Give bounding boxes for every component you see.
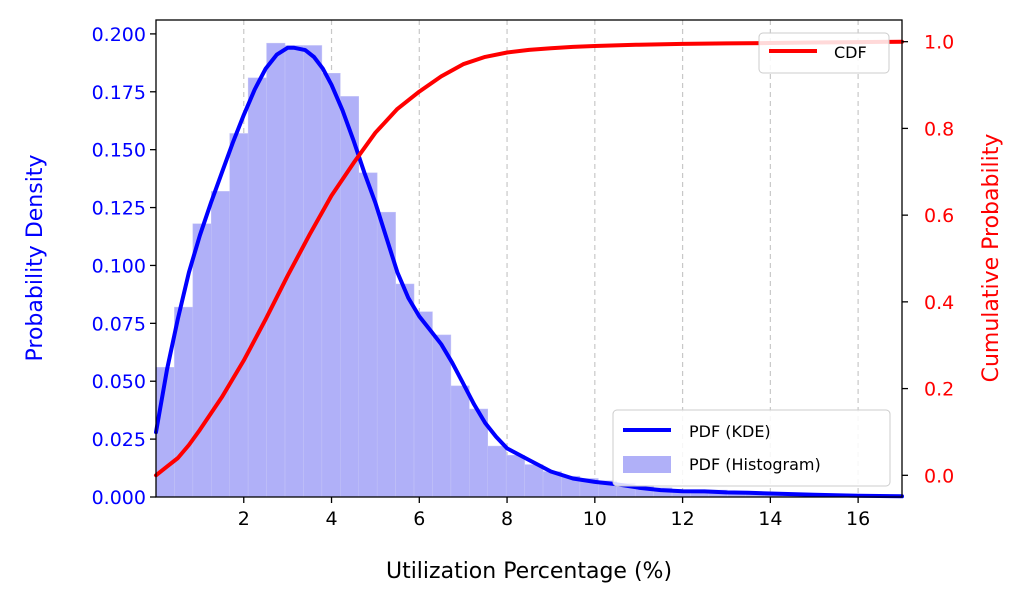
legend-pdf-kde-label: PDF (KDE) <box>689 422 771 441</box>
pdf-kde-line <box>154 45 904 499</box>
y-right-tick-label: 0.4 <box>924 292 954 314</box>
y-right-axis-title: Cumulative Probability <box>979 134 1004 383</box>
histogram-bar <box>303 45 323 498</box>
x-tick-label: 2 <box>238 508 250 530</box>
y-left-tick-label: 0.200 <box>92 24 146 46</box>
legend-cdf: CDF <box>758 32 890 74</box>
y-right-tick-label: 0.2 <box>924 379 954 401</box>
x-tick-label: 16 <box>846 508 870 530</box>
histogram-bar <box>247 77 267 498</box>
cdf-line <box>154 39 904 478</box>
histogram-bar <box>413 311 433 498</box>
y-right-tick-label: 0.0 <box>924 465 954 487</box>
y-left-tick-label: 0.050 <box>92 371 146 393</box>
x-tick-label: 14 <box>758 508 782 530</box>
histogram-bar <box>229 133 249 498</box>
y-left-tick-label: 0.125 <box>92 198 146 220</box>
plot-frame <box>155 19 903 498</box>
y-left-tick-label: 0.000 <box>92 487 146 509</box>
histogram <box>155 42 894 498</box>
histogram-bar <box>487 445 507 498</box>
y-left-tick-label: 0.075 <box>92 313 146 335</box>
legend-pdf: PDF (KDE) PDF (Histogram) <box>612 409 891 487</box>
y-left-tick-label: 0.025 <box>92 429 146 451</box>
histogram-bar <box>174 306 194 498</box>
legend-cdf-label: CDF <box>834 43 867 62</box>
y-right-tick-label: 1.0 <box>924 32 954 54</box>
x-axis-ticks: 2 4 6 8 10 12 14 16 <box>238 497 870 530</box>
y-left-tick-label: 0.150 <box>92 140 146 162</box>
x-tick-label: 8 <box>501 508 513 530</box>
y-right-tick-label: 0.8 <box>924 118 954 140</box>
y-left-tick-label: 0.100 <box>92 255 146 277</box>
histogram-bar <box>266 42 286 498</box>
legend-pdf-hist-swatch <box>623 456 671 473</box>
histogram-bar <box>192 223 212 498</box>
x-tick-label: 6 <box>413 508 425 530</box>
histogram-bar <box>450 385 470 498</box>
histogram-bar <box>524 464 544 498</box>
y-right-axis-ticks: 0.0 0.2 0.4 0.6 0.8 1.0 <box>902 32 954 487</box>
x-axis-title: Utilization Percentage (%) <box>386 559 672 584</box>
histogram-bar <box>358 172 378 498</box>
legend-pdf-hist-label: PDF (Histogram) <box>689 455 821 474</box>
y-right-tick-label: 0.6 <box>924 205 954 227</box>
x-tick-label: 10 <box>583 508 607 530</box>
y-left-axis-title: Probability Density <box>23 155 48 362</box>
histogram-bar <box>211 191 230 498</box>
x-tick-label: 4 <box>325 508 337 530</box>
histogram-bar <box>505 455 525 498</box>
histogram-bar <box>395 283 415 498</box>
x-tick-label: 12 <box>670 508 694 530</box>
histogram-bar <box>321 73 341 498</box>
y-left-tick-label: 0.175 <box>92 82 146 104</box>
y-left-axis-ticks: 0.000 0.025 0.050 0.075 0.100 0.125 0.150 0.175… <box>92 24 156 509</box>
